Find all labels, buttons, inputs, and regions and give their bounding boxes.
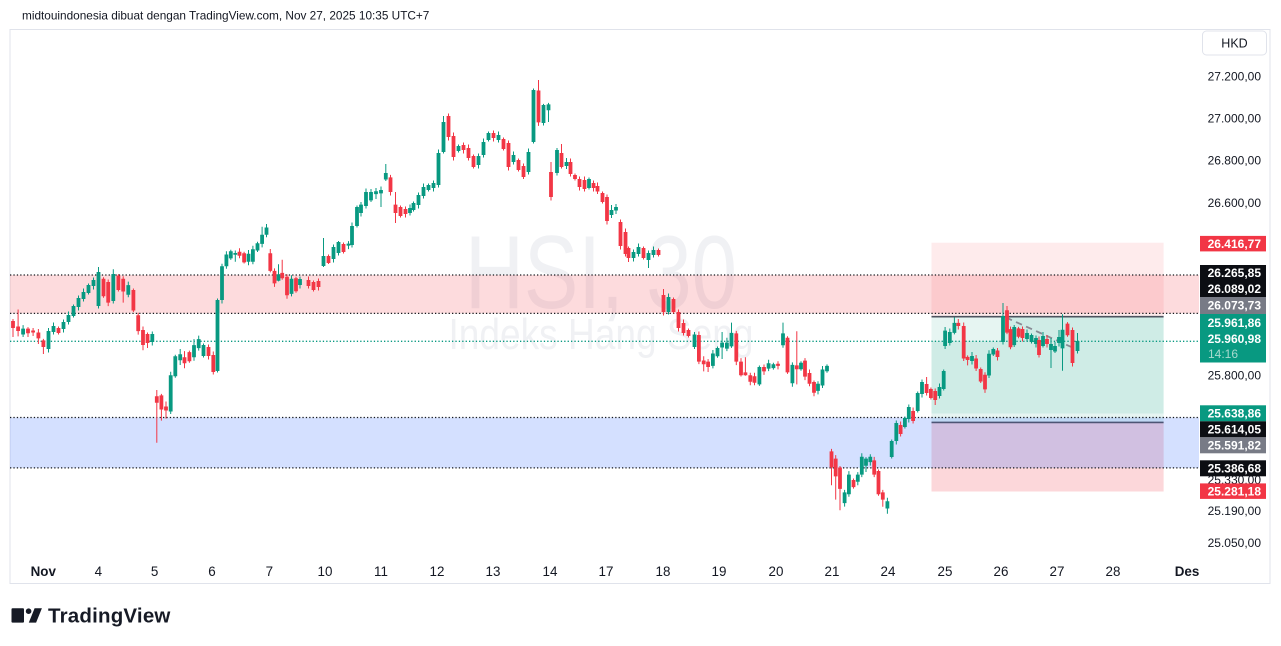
svg-text:28: 28	[1106, 564, 1121, 579]
svg-text:TradingView: TradingView	[48, 605, 171, 628]
svg-text:25.281,18: 25.281,18	[1208, 484, 1262, 498]
svg-text:14:16: 14:16	[1208, 347, 1238, 361]
svg-text:25.961,86: 25.961,86	[1208, 316, 1262, 330]
svg-text:7: 7	[266, 564, 273, 579]
svg-text:11: 11	[374, 564, 388, 579]
svg-text:25.800,00: 25.800,00	[1208, 369, 1262, 383]
svg-text:26.800,00: 26.800,00	[1208, 153, 1262, 167]
svg-text:25: 25	[938, 564, 953, 579]
svg-text:27: 27	[1050, 564, 1065, 579]
svg-text:13: 13	[486, 564, 501, 579]
svg-text:26: 26	[994, 564, 1009, 579]
svg-text:midtouindonesia dibuat dengan: midtouindonesia dibuat dengan TradingVie…	[22, 9, 429, 23]
svg-text:24: 24	[881, 564, 896, 579]
svg-text:26.265,85: 26.265,85	[1208, 266, 1262, 280]
svg-text:26.089,02: 26.089,02	[1208, 282, 1262, 296]
svg-text:6: 6	[208, 564, 215, 579]
svg-text:26.073,73: 26.073,73	[1208, 299, 1262, 313]
svg-text:20: 20	[769, 564, 784, 579]
svg-text:HKD: HKD	[1221, 37, 1247, 51]
svg-text:27.200,00: 27.200,00	[1208, 70, 1262, 84]
svg-text:14: 14	[543, 564, 558, 579]
svg-text:25.386,68: 25.386,68	[1208, 462, 1262, 476]
svg-text:27.000,00: 27.000,00	[1208, 111, 1262, 125]
svg-text:Nov: Nov	[31, 564, 57, 579]
svg-text:25.591,82: 25.591,82	[1208, 439, 1262, 453]
svg-text:17: 17	[599, 564, 614, 579]
svg-text:25.614,05: 25.614,05	[1208, 423, 1262, 437]
svg-text:18: 18	[656, 564, 671, 579]
svg-text:25.638,86: 25.638,86	[1208, 407, 1262, 421]
svg-text:12: 12	[430, 564, 445, 579]
svg-text:10: 10	[318, 564, 333, 579]
svg-text:19: 19	[712, 564, 727, 579]
svg-text:26.600,00: 26.600,00	[1208, 196, 1262, 210]
svg-text:21: 21	[825, 564, 840, 579]
svg-text:25.190,00: 25.190,00	[1208, 504, 1262, 518]
svg-text:HSI, 30: HSI, 30	[465, 215, 737, 331]
svg-text:25.960,98: 25.960,98	[1208, 332, 1262, 346]
svg-text:25.050,00: 25.050,00	[1208, 536, 1262, 550]
svg-text:5: 5	[151, 564, 158, 579]
svg-text:Des: Des	[1175, 564, 1200, 579]
svg-text:26.416,77: 26.416,77	[1208, 237, 1262, 251]
svg-text:4: 4	[95, 564, 103, 579]
svg-text:Indeks Hang Seng: Indeks Hang Seng	[449, 310, 754, 359]
